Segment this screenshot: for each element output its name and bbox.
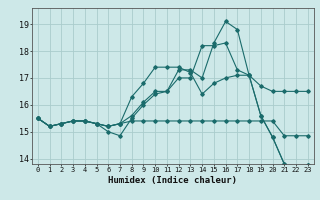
X-axis label: Humidex (Indice chaleur): Humidex (Indice chaleur): [108, 176, 237, 185]
